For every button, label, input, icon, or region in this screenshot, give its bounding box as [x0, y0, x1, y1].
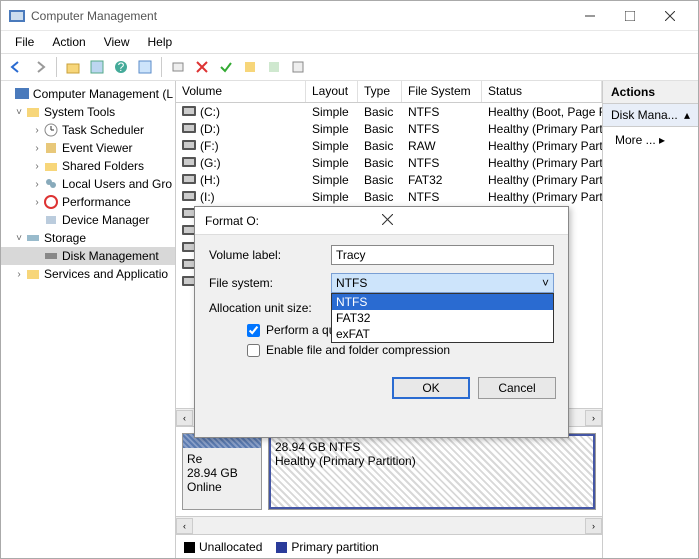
maximize-button[interactable]: [610, 2, 650, 30]
fs-option-fat32[interactable]: FAT32: [332, 310, 553, 326]
scroll-right-icon[interactable]: ›: [585, 410, 602, 426]
disk-size: 28.94 GB: [187, 466, 257, 480]
tree-performance[interactable]: ›Performance: [1, 193, 175, 211]
menu-action[interactable]: Action: [44, 33, 93, 51]
legend-primary-label: Primary partition: [291, 540, 378, 554]
scroll-left-icon[interactable]: ‹: [176, 410, 193, 426]
volume-status-label: Healthy (Primary Partition): [275, 454, 589, 468]
tree-services-apps[interactable]: ›Services and Applicatio: [1, 265, 175, 283]
volume-graphic[interactable]: 28.94 GB NTFS Healthy (Primary Partition…: [268, 433, 596, 510]
disk-label: Re: [187, 452, 257, 466]
legend-unallocated-label: Unallocated: [199, 540, 262, 554]
filesystem-combo[interactable]: NTFS˅ NTFS FAT32 exFAT: [331, 273, 554, 293]
menu-file[interactable]: File: [7, 33, 42, 51]
help-icon[interactable]: ?: [110, 56, 132, 78]
table-row[interactable]: (C:)SimpleBasicNTFSHealthy (Boot, Page F: [176, 103, 602, 120]
tree-shared-folders[interactable]: ›Shared Folders: [1, 157, 175, 175]
menu-help[interactable]: Help: [140, 33, 181, 51]
tree-local-users[interactable]: ›Local Users and Gro: [1, 175, 175, 193]
disk-graphic: Re 28.94 GB Online 28.94 GB NTFS Healthy…: [176, 426, 602, 516]
volume-label-label: Volume label:: [209, 248, 331, 262]
filesystem-selected: NTFS: [336, 276, 367, 290]
minimize-button[interactable]: [570, 2, 610, 30]
list-icon[interactable]: [287, 56, 309, 78]
col-volume[interactable]: Volume: [176, 81, 306, 102]
volume-icon: [182, 157, 196, 167]
volume-size-label: 28.94 GB NTFS: [275, 440, 589, 454]
menu-view[interactable]: View: [96, 33, 138, 51]
compression-label: Enable file and folder compression: [266, 343, 450, 357]
up-icon[interactable]: [62, 56, 84, 78]
chevron-down-icon: ˅: [542, 276, 549, 290]
table-row[interactable]: (D:)SimpleBasicNTFSHealthy (Primary Part: [176, 120, 602, 137]
tree-device-manager[interactable]: Device Manager: [1, 211, 175, 229]
close-button[interactable]: [650, 2, 690, 30]
action-icon[interactable]: [239, 56, 261, 78]
compression-checkbox[interactable]: [247, 344, 260, 357]
refresh-icon[interactable]: [167, 56, 189, 78]
table-row[interactable]: (I:)SimpleBasicNTFSHealthy (Primary Part: [176, 188, 602, 205]
window-title: Computer Management: [31, 9, 570, 23]
cancel-button[interactable]: Cancel: [478, 377, 556, 399]
dialog-titlebar: Format O:: [195, 207, 568, 235]
actions-header: Actions: [603, 81, 698, 104]
collapse-icon[interactable]: ▴: [684, 108, 690, 122]
tree-storage[interactable]: ˅Storage: [1, 229, 175, 247]
fs-option-exfat[interactable]: exFAT: [332, 326, 553, 342]
ok-button[interactable]: OK: [392, 377, 470, 399]
check-icon[interactable]: [215, 56, 237, 78]
tree-pane: Computer Management (L ˅System Tools ›Ta…: [1, 81, 176, 558]
fs-option-ntfs[interactable]: NTFS: [332, 294, 553, 310]
volume-label-input[interactable]: [331, 245, 554, 265]
view-icon[interactable]: [134, 56, 156, 78]
legend: Unallocated Primary partition: [176, 534, 602, 558]
filesystem-options: NTFS FAT32 exFAT: [331, 293, 554, 343]
tree-root[interactable]: Computer Management (L: [1, 85, 175, 103]
new-icon[interactable]: [263, 56, 285, 78]
menubar: File Action View Help: [1, 31, 698, 53]
legend-primary-swatch: [276, 542, 287, 553]
column-headers: Volume Layout Type File System Status: [176, 81, 602, 103]
back-button[interactable]: [5, 56, 27, 78]
col-type[interactable]: Type: [358, 81, 402, 102]
disk-header[interactable]: Re 28.94 GB Online: [182, 433, 262, 510]
volume-icon: [182, 106, 196, 116]
dialog-title: Format O:: [205, 214, 382, 228]
forward-button[interactable]: [29, 56, 51, 78]
table-row[interactable]: (F:)SimpleBasicRAWHealthy (Primary Part: [176, 137, 602, 154]
disk-online: Online: [187, 480, 257, 494]
tree-task-scheduler[interactable]: ›Task Scheduler: [1, 121, 175, 139]
titlebar: Computer Management: [1, 1, 698, 31]
tree-disk-management[interactable]: Disk Management: [1, 247, 175, 265]
toolbar: ?: [1, 53, 698, 81]
volume-icon: [182, 140, 196, 150]
actions-more[interactable]: More ... ▸: [603, 127, 698, 153]
chevron-right-icon: ▸: [659, 133, 665, 147]
table-row[interactable]: (G:)SimpleBasicNTFSHealthy (Primary Part: [176, 154, 602, 171]
actions-subheader[interactable]: Disk Mana...▴: [603, 104, 698, 127]
col-status[interactable]: Status: [482, 81, 602, 102]
app-icon: [9, 8, 25, 24]
properties-icon[interactable]: [86, 56, 108, 78]
dialog-close-button[interactable]: [382, 214, 559, 228]
col-layout[interactable]: Layout: [306, 81, 358, 102]
volume-icon: [182, 174, 196, 184]
col-filesystem[interactable]: File System: [402, 81, 482, 102]
format-dialog: Format O: Volume label: File system: NTF…: [194, 206, 569, 438]
svg-text:?: ?: [118, 60, 125, 74]
quick-format-checkbox[interactable]: [247, 324, 260, 337]
tree-event-viewer[interactable]: ›Event Viewer: [1, 139, 175, 157]
volume-icon: [182, 123, 196, 133]
volume-icon: [182, 191, 196, 201]
graphic-scrollbar[interactable]: ‹›: [176, 516, 602, 534]
delete-icon[interactable]: [191, 56, 213, 78]
filesystem-label: File system:: [209, 276, 331, 290]
actions-pane: Actions Disk Mana...▴ More ... ▸: [603, 81, 698, 558]
legend-unallocated-swatch: [184, 542, 195, 553]
tree-system-tools[interactable]: ˅System Tools: [1, 103, 175, 121]
table-row[interactable]: (H:)SimpleBasicFAT32Healthy (Primary Par…: [176, 171, 602, 188]
allocation-label: Allocation unit size:: [209, 301, 331, 315]
